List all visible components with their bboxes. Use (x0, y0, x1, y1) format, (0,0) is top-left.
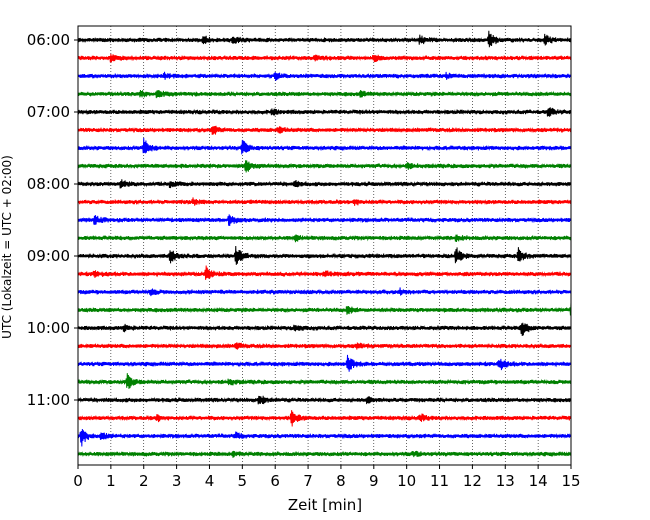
plot-frame (77, 25, 572, 466)
x-tick-label: 4 (205, 472, 215, 490)
trace-row-06:00 (77, 30, 572, 48)
trace-row-06:45 (77, 89, 572, 99)
trace-row-06:30 (77, 71, 572, 82)
y-axis-ticks: 06:00 07:00 08:00 09:00 10:00 11:00 (27, 31, 78, 409)
trace-row-11:45 (77, 450, 572, 458)
trace-row-07:00 (77, 107, 572, 117)
trace-row-08:00 (77, 179, 572, 189)
trace-row-09:00 (77, 245, 572, 265)
x-tick-label: 0 (73, 472, 83, 490)
trace-row-11:15 (77, 410, 572, 427)
x-tick-label: 5 (238, 472, 248, 490)
y-tick-label: 07:00 (27, 103, 70, 121)
vertical-grid (110, 26, 539, 465)
trace-row-08:45 (77, 234, 572, 243)
y-tick-label: 08:00 (27, 175, 70, 193)
x-tick-label: 1 (106, 472, 116, 490)
x-tick-label: 12 (463, 472, 482, 490)
y-axis-label: UTC (Lokalzeit = UTC + 02:00) (0, 155, 14, 339)
x-axis-ticks: 0 1 2 3 4 5 6 7 8 9 10 11 12 13 14 15 (73, 465, 581, 490)
x-tick-label: 11 (430, 472, 449, 490)
trace-row-10:45 (77, 373, 572, 389)
trace-row-07:45 (77, 160, 572, 173)
y-tick-label: 09:00 (27, 247, 70, 265)
trace-rows (77, 30, 572, 458)
x-tick-label: 7 (303, 472, 313, 490)
x-tick-label: 2 (139, 472, 149, 490)
y-tick-label: 06:00 (27, 31, 70, 49)
x-tick-label: 6 (270, 472, 280, 490)
y-tick-label: 11:00 (27, 391, 70, 409)
trace-row-09:15 (77, 265, 572, 280)
x-tick-label: 9 (369, 472, 379, 490)
x-tick-label: 10 (397, 472, 416, 490)
x-tick-label: 13 (496, 472, 515, 490)
trace-row-07:30 (77, 137, 572, 155)
trace-row-07:15 (77, 125, 572, 135)
trace-row-11:00 (77, 395, 572, 405)
trace-row-09:30 (77, 287, 572, 297)
x-axis-label: Zeit [min] (288, 496, 362, 514)
trace-row-09:45 (77, 302, 572, 316)
trace-row-06:15 (77, 53, 572, 63)
x-tick-label: 15 (561, 472, 580, 490)
trace-row-08:15 (77, 197, 572, 206)
x-tick-label: 8 (336, 472, 346, 490)
x-tick-label: 14 (529, 472, 548, 490)
trace-row-08:30 (77, 214, 572, 226)
x-tick-label: 3 (172, 472, 182, 490)
y-tick-label: 10:00 (27, 319, 70, 337)
trace-row-10:15 (77, 342, 572, 350)
trace-row-10:00 (77, 322, 572, 336)
trace-row-10:30 (77, 354, 572, 372)
trace-row-11:30 (77, 428, 572, 447)
